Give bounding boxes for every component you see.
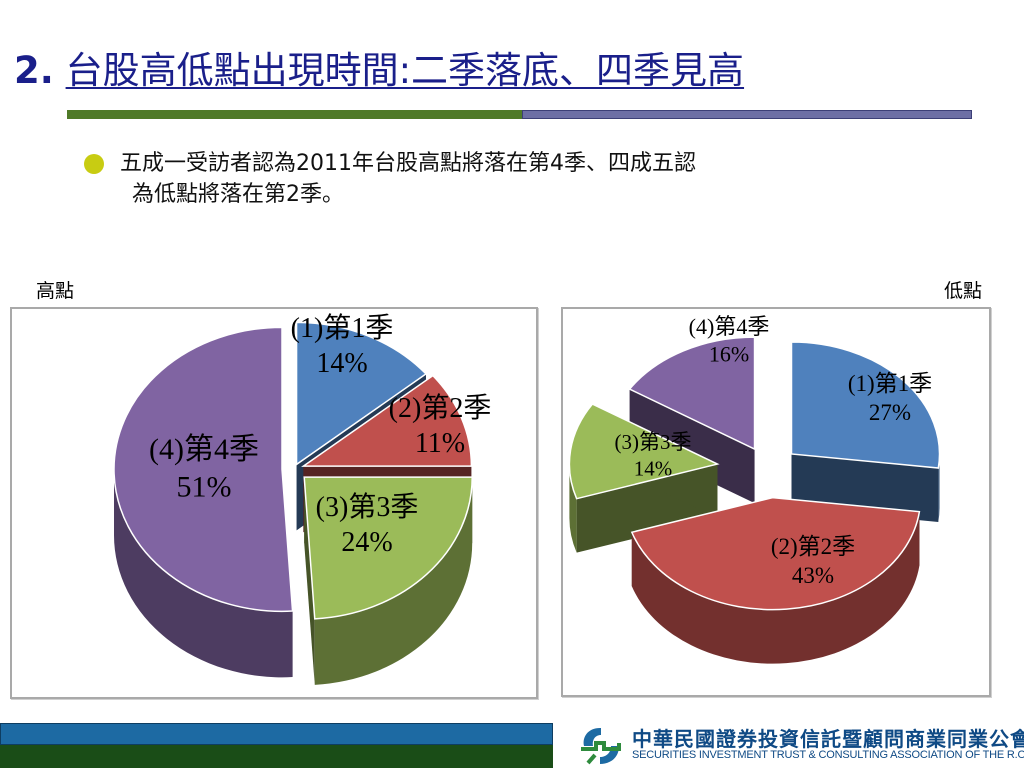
data-label-q2: (2)第2季 11% bbox=[389, 392, 492, 459]
data-label-q4: (4)第4季 51% bbox=[149, 433, 259, 504]
data-label-q4: (4)第4季 16% bbox=[689, 314, 770, 367]
slide-title-text: 台股高低點出現時間:二季落底、四季見高 bbox=[65, 49, 745, 92]
footer-bar-blue bbox=[0, 723, 553, 745]
pie-slice-q1 bbox=[790, 341, 941, 469]
data-label-q1: (1)第1季 14% bbox=[291, 312, 394, 379]
percent-label-q4: 16% bbox=[709, 342, 749, 367]
slide-title: 2. 台股高低點出現時間:二季落底、四季見高 bbox=[14, 48, 744, 94]
pie-slice-q4 bbox=[113, 326, 294, 613]
data-label-q2: (2)第2季 43% bbox=[771, 534, 855, 588]
category-label-q1: (1)第1季 bbox=[848, 371, 932, 396]
pie-slice-side-q1 bbox=[938, 453, 940, 523]
pie-slice-wall-q3 bbox=[304, 477, 315, 685]
pie-tops bbox=[568, 336, 941, 611]
category-label-q4: (4)第4季 bbox=[149, 433, 259, 466]
title-rule-blue bbox=[522, 110, 972, 119]
slide-title-number: 2. bbox=[14, 49, 54, 92]
bullet-line-1: 五成一受訪者認為2011年台股高點將落在第4季、四成五認 bbox=[120, 151, 696, 176]
title-rule-green bbox=[67, 110, 522, 119]
chart-low-point: (1)第1季 27% (2)第2季 43% (3)第3季 14% (4)第4季 16% bbox=[561, 307, 991, 697]
percent-label-q1: 14% bbox=[316, 348, 367, 379]
category-label-q3: (3)第3季 bbox=[316, 491, 419, 523]
footer-bar-green bbox=[0, 745, 553, 768]
category-label-q2: (2)第2季 bbox=[389, 392, 492, 424]
association-logo-icon bbox=[581, 728, 621, 765]
pie-slice-side-q3 bbox=[569, 464, 577, 553]
percent-label-q4: 51% bbox=[177, 471, 232, 504]
pie-slice-side-q2 bbox=[631, 511, 920, 664]
percent-label-q1: 27% bbox=[869, 400, 911, 425]
pie-slice-q3 bbox=[568, 403, 720, 500]
pie-slice-side-q4 bbox=[114, 469, 293, 678]
data-label-q1: (1)第1季 27% bbox=[848, 371, 932, 425]
chart-high-point: (1)第1季 14% (2)第2季 11% (3)第3季 24% (4)第4季 51% bbox=[10, 307, 538, 699]
pie-slice-q2 bbox=[630, 496, 921, 611]
bullet-line-2: 為低點將落在第2季。 bbox=[132, 182, 344, 207]
pie-tops bbox=[113, 321, 473, 620]
pie-chart-high: (1)第1季 14% (2)第2季 11% (3)第3季 24% (4)第4季 51% bbox=[113, 312, 492, 685]
bullet-text: 五成一受訪者認為2011年台股高點將落在第4季、四成五認 為低點將落在第2季。 bbox=[120, 148, 940, 210]
pie-slice-wall-q4 bbox=[629, 389, 755, 504]
pie-slice-q1 bbox=[295, 321, 428, 466]
footer-org-name-en: SECURITIES INVESTMENT TRUST & CONSULTING… bbox=[632, 749, 1024, 761]
footer-org-name-zh: 中華民國證券投資信託暨顧問商業同業公會 bbox=[632, 727, 1024, 751]
category-label-q3: (3)第3季 bbox=[615, 430, 692, 454]
pie-slice-side-q3 bbox=[314, 477, 473, 685]
category-label-q1: (1)第1季 bbox=[291, 312, 394, 344]
category-label-q4: (4)第4季 bbox=[689, 314, 770, 339]
bullet-dot-icon bbox=[84, 154, 104, 174]
percent-label-q2: 43% bbox=[792, 563, 834, 588]
pie-slice-q2 bbox=[301, 374, 473, 467]
percent-label-q3: 24% bbox=[341, 527, 392, 558]
percent-label-q2: 11% bbox=[415, 428, 465, 459]
label-high-point: 高點 bbox=[36, 280, 75, 302]
data-label-q3: (3)第3季 24% bbox=[316, 491, 419, 558]
label-low-point: 低點 bbox=[944, 280, 983, 302]
pie-slice-q4 bbox=[628, 336, 756, 451]
percent-label-q3: 14% bbox=[634, 456, 673, 480]
pie-slice-q3 bbox=[303, 476, 473, 620]
category-label-q2: (2)第2季 bbox=[771, 534, 855, 559]
